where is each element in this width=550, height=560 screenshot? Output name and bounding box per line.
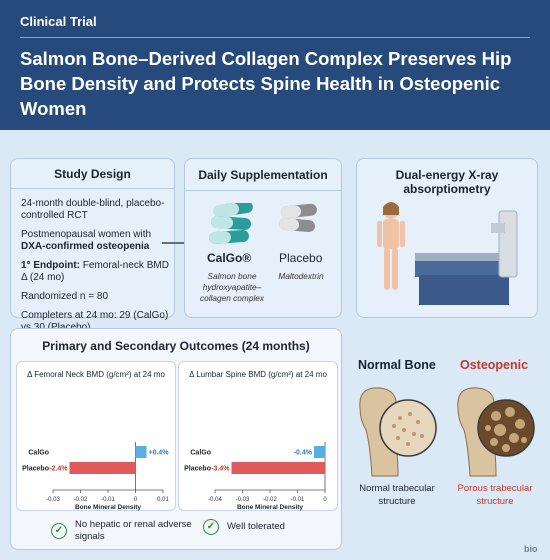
tolerability-item-1: ✓ No hepatic or renal adverse signals [51, 519, 201, 543]
lumbar-spine-chart: -0.04 -0.03 -0.02 -0.01 0 CalGo -0.4% Placebo -3… [184, 442, 327, 511]
x-tick-label: -0.01 [101, 497, 115, 503]
normal-bone-caption: Normal trabecular structure [359, 483, 435, 507]
x-axis-label: Bone Mineral Density [75, 504, 141, 511]
x-tick-label: 0.01 [157, 497, 169, 503]
placebo-desc: Maltodextrin [278, 271, 324, 281]
supplementation-divider [185, 190, 341, 191]
bar-calgo [314, 446, 325, 458]
design-endpoint-text: Femoral-neck BMD Δ (24 mo) [21, 260, 169, 283]
supplementation-panel: Daily Supplementation [184, 158, 342, 318]
x-tick-label: 0 [134, 497, 138, 503]
supplementation-title: Daily Supplementation [198, 168, 328, 182]
bar-calgo [135, 446, 147, 458]
outcomes-title: Primary and Secondary Outcomes (24 month… [42, 339, 310, 353]
check-icon: ✓ [51, 523, 67, 539]
active-product-name: CalGo® [207, 251, 252, 265]
active-product-desc: Salmon bone hydroxyapatite–collagen comp… [199, 271, 265, 303]
data-label: -2.4% [49, 466, 68, 473]
patient-figure-icon [377, 202, 405, 290]
femoral-neck-chart: -0.03 -0.02 -0.01 0 0.01 CalGo +0.4% Placebo -2.… [22, 442, 170, 511]
data-label: +0.4% [149, 450, 170, 457]
dxa-title: Dual-energy X-ray absorptiometry [395, 168, 499, 196]
x-axis-label: Bone Mineral Density [237, 504, 303, 511]
page-title: Salmon Bone–Derived Collagen Complex Pre… [20, 48, 512, 119]
calgo-capsules-icon [209, 203, 253, 244]
scanner-table-icon [415, 210, 518, 305]
lumbar-chart-box: Δ Lumbar Spine BMD (g/cm²) at 24 mo -0.0… [178, 361, 338, 511]
bar-placebo [231, 462, 325, 474]
tolerability-item-2: ✓ Well tolerated [203, 519, 323, 535]
design-population: Postmenopausal women with DXA-confirmed … [21, 229, 174, 253]
x-tick-label: -0.03 [46, 497, 60, 503]
tolerability-text-1: No hepatic or renal adverse signals [75, 519, 192, 542]
check-icon: ✓ [203, 519, 219, 535]
design-randomized: Randomized n = 80 [21, 291, 109, 302]
dxa-panel: Dual-energy X-ray absorptiometry [356, 158, 538, 318]
normal-bone-icon [359, 387, 437, 477]
tolerability-text-2: Well tolerated [227, 521, 285, 532]
femoral-chart-title: Δ Femoral Neck BMD (g/cm²) at 24 mo [27, 370, 165, 379]
header-tag: Clinical Trial [20, 14, 97, 29]
x-tick-label: -0.02 [263, 497, 277, 503]
design-population-text: Postmenopausal women with [21, 229, 152, 240]
design-endpoint: 1° Endpoint: Femoral-neck BMD Δ (24 mo) [21, 260, 174, 284]
x-tick-label: -0.03 [236, 497, 250, 503]
x-tick-label: 0 [323, 497, 327, 503]
normal-bone-label: Normal Bone [358, 358, 436, 372]
bar-placebo [69, 462, 136, 474]
x-tick-label: -0.04 [208, 497, 222, 503]
capsules-illustration [209, 203, 317, 244]
x-tick-label: -0.02 [74, 497, 88, 503]
study-design-list: 24-month double-blind, placebo-controlle… [11, 198, 174, 334]
category-label: Placebo [184, 466, 211, 473]
design-endpoint-label: 1° Endpoint: [21, 260, 80, 271]
osteopenic-bone-icon [457, 387, 535, 477]
data-label: -0.4% [294, 450, 313, 457]
header-divider [20, 37, 530, 38]
category-label: CalGo [28, 450, 49, 457]
study-design-divider [11, 188, 174, 189]
outcomes-panel: Primary and Secondary Outcomes (24 month… [10, 328, 342, 550]
design-duration: 24-month double-blind, placebo-controlle… [21, 198, 165, 221]
header-banner: Clinical Trial Salmon Bone–Derived Colla… [0, 0, 550, 130]
placebo-name: Placebo [279, 251, 323, 265]
x-tick-label: -0.01 [291, 497, 305, 503]
osteopenic-bone-caption: Porous trabecular structure [457, 483, 533, 507]
femoral-chart-box: Δ Femoral Neck BMD (g/cm²) at 24 mo -0.0… [16, 361, 176, 511]
dxa-scanner-illustration [377, 202, 518, 305]
data-label: -3.4% [211, 466, 230, 473]
brand-logo: bio [524, 544, 538, 554]
study-design-title: Study Design [54, 167, 131, 181]
placebo-capsules-icon [279, 203, 317, 233]
study-design-panel: Study Design 24-month double-blind, plac… [10, 158, 175, 333]
design-completers: Completers at 24 mo: 29 (CalGo) vs 30 (P… [21, 310, 169, 333]
category-label: CalGo [190, 450, 211, 457]
lumbar-chart-title: Δ Lumbar Spine BMD (g/cm²) at 24 mo [189, 370, 327, 379]
design-population-bold: DXA-confirmed osteopenia [21, 241, 150, 252]
category-label: Placebo [22, 466, 49, 473]
osteopenic-bone-label: Osteopenic [460, 358, 529, 372]
